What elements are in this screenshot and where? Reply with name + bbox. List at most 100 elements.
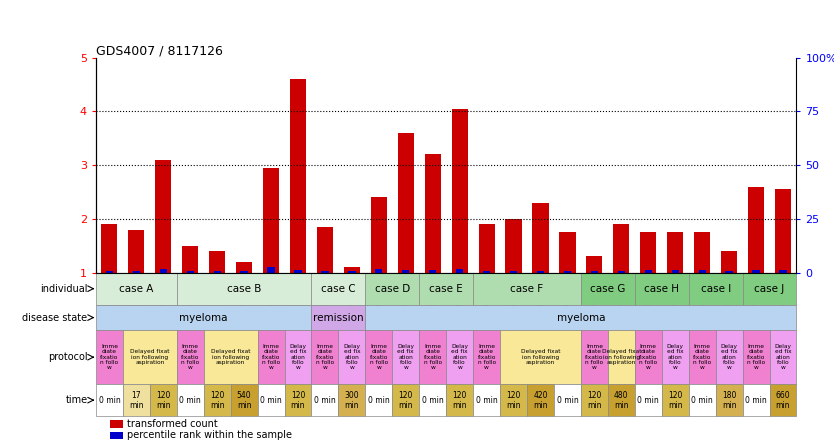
Text: Imme
diate
fixatio
n follo
w: Imme diate fixatio n follo w	[316, 344, 334, 370]
Text: Imme
diate
fixatio
n follo
w: Imme diate fixatio n follo w	[262, 344, 280, 370]
Bar	[726, 271, 733, 273]
Bar	[590, 271, 598, 273]
Bar	[420, 330, 446, 384]
Text: 120
min: 120 min	[291, 391, 305, 409]
Text: 480
min: 480 min	[614, 391, 629, 409]
Text: case D: case D	[374, 284, 410, 293]
Bar	[694, 232, 711, 273]
Bar	[96, 305, 311, 330]
Text: Imme
diate
fixatio
n follo
w: Imme diate fixatio n follo w	[100, 344, 118, 370]
Bar	[177, 330, 203, 384]
Bar	[258, 384, 284, 416]
Text: 0 min: 0 min	[368, 396, 389, 404]
Bar	[110, 420, 123, 428]
Bar	[635, 384, 661, 416]
Text: Delay
ed fix
ation
follo
w: Delay ed fix ation follo w	[344, 344, 360, 370]
Bar	[268, 267, 274, 273]
Bar	[236, 262, 252, 273]
Bar	[742, 384, 770, 416]
Bar	[159, 270, 167, 273]
Bar	[608, 330, 635, 384]
Bar	[667, 232, 683, 273]
Bar	[618, 271, 625, 273]
Bar	[182, 246, 198, 273]
Text: 0 min: 0 min	[98, 396, 120, 404]
Bar	[258, 330, 284, 384]
Text: Delayed fixat
ion following
aspiration: Delayed fixat ion following aspiration	[520, 349, 560, 365]
Text: 0 min: 0 min	[556, 396, 578, 404]
Bar	[608, 384, 635, 416]
Bar	[321, 271, 329, 273]
Text: case A: case A	[119, 284, 153, 293]
Bar	[716, 330, 742, 384]
Bar	[425, 155, 441, 273]
Text: case G: case G	[590, 284, 626, 293]
Text: Delay
ed fix
ation
follo
w: Delay ed fix ation follo w	[775, 344, 791, 370]
Bar	[581, 384, 608, 416]
Bar	[214, 271, 221, 273]
Bar	[742, 273, 796, 305]
Text: 17
min: 17 min	[129, 391, 143, 409]
Bar	[770, 330, 796, 384]
Bar	[311, 330, 339, 384]
Bar	[203, 384, 231, 416]
Text: 0 min: 0 min	[179, 396, 201, 404]
Bar	[110, 432, 123, 439]
Bar	[365, 305, 796, 330]
Text: 120
min: 120 min	[587, 391, 601, 409]
Bar	[500, 384, 527, 416]
Text: time: time	[65, 395, 88, 405]
Bar	[581, 273, 635, 305]
Text: 420
min: 420 min	[533, 391, 548, 409]
Text: case H: case H	[644, 284, 679, 293]
Bar	[240, 271, 248, 273]
Bar	[554, 384, 581, 416]
Bar	[560, 232, 575, 273]
Text: case J: case J	[755, 284, 785, 293]
Bar	[500, 330, 581, 384]
Text: 0 min: 0 min	[314, 396, 336, 404]
Text: 0 min: 0 min	[637, 396, 659, 404]
Text: Delayed fixat
ion following
aspiration: Delayed fixat ion following aspiration	[211, 349, 250, 365]
Text: case E: case E	[430, 284, 463, 293]
Text: protocol: protocol	[48, 352, 88, 362]
Bar	[689, 384, 716, 416]
Text: case C: case C	[321, 284, 356, 293]
Bar	[532, 203, 549, 273]
Bar	[689, 273, 742, 305]
Bar	[716, 384, 742, 416]
Bar	[537, 271, 544, 273]
Bar	[96, 273, 177, 305]
Bar	[284, 330, 311, 384]
Bar	[661, 384, 689, 416]
Bar	[177, 273, 311, 305]
Text: Imme
diate
fixatio
n follo
w: Imme diate fixatio n follo w	[181, 344, 199, 370]
Bar	[505, 219, 521, 273]
Text: 120
min: 120 min	[506, 391, 520, 409]
Bar	[311, 273, 365, 305]
Bar	[339, 330, 365, 384]
Bar	[150, 384, 177, 416]
Bar	[446, 384, 473, 416]
Bar	[231, 384, 258, 416]
Bar	[645, 270, 652, 273]
Bar	[123, 384, 150, 416]
Bar	[420, 384, 446, 416]
Bar	[344, 267, 360, 273]
Text: transformed count: transformed count	[128, 419, 219, 429]
Text: 120
min: 120 min	[399, 391, 413, 409]
Bar	[392, 384, 420, 416]
Text: Delay
ed fix
ation
follo
w: Delay ed fix ation follo w	[721, 344, 737, 370]
Bar	[581, 330, 608, 384]
Bar	[770, 384, 796, 416]
Text: Delay
ed fix
ation
follo
w: Delay ed fix ation follo w	[397, 344, 414, 370]
Bar	[429, 270, 436, 273]
Text: Imme
diate
fixatio
n follo
w: Imme diate fixatio n follo w	[747, 344, 766, 370]
Text: myeloma: myeloma	[179, 313, 228, 322]
Text: Delay
ed fix
ation
follo
w: Delay ed fix ation follo w	[451, 344, 468, 370]
Bar	[339, 384, 365, 416]
Text: 0 min: 0 min	[260, 396, 282, 404]
Bar	[349, 271, 355, 273]
Bar	[721, 251, 737, 273]
Bar	[510, 271, 517, 273]
